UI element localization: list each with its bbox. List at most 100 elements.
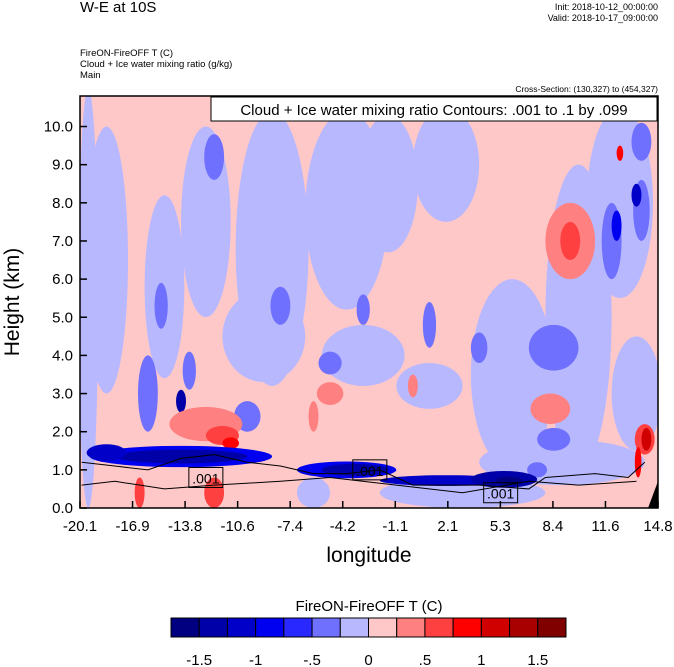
colorbar-box <box>255 617 285 638</box>
colorbar-box <box>170 617 200 638</box>
field-patch <box>611 210 622 241</box>
y-tick-label: 6.0 <box>52 271 73 288</box>
y-tick-label: 10.0 <box>44 119 73 136</box>
contour-label: .001 <box>356 463 383 479</box>
field-patch <box>470 332 488 364</box>
field-patch <box>316 382 344 405</box>
contour-label: .001 <box>487 486 514 502</box>
colorbar-label: -1.5 <box>186 652 212 667</box>
colorbar-label: -.5 <box>303 652 321 667</box>
plot-frame <box>79 95 659 509</box>
field-patch <box>407 374 418 398</box>
colorbar-box <box>509 617 539 638</box>
field-patch <box>321 324 405 386</box>
x-tick-label: 8.4 <box>542 518 563 535</box>
field-patch <box>222 290 306 383</box>
contour-label-box <box>188 466 224 488</box>
field-line-1: FireON-FireOFF T (C) <box>80 48 174 59</box>
field-patch <box>86 444 127 462</box>
contour-line <box>81 476 637 494</box>
contour-label-box <box>352 459 388 481</box>
colorbar-label: .5 <box>419 652 432 667</box>
field-patch <box>321 463 389 476</box>
field-patch <box>296 477 331 508</box>
x-tick-label: 14.8 <box>643 518 672 535</box>
x-tick-label: -10.6 <box>221 518 255 535</box>
field-patch <box>154 282 168 329</box>
field-patch <box>114 449 248 464</box>
x-tick-label: 5.3 <box>490 518 511 535</box>
field-patch <box>356 294 370 325</box>
field-patch <box>616 145 624 161</box>
colorbar: -1.5 -1 -.5 0 .5 1 1.5 <box>170 617 567 667</box>
field-patch <box>134 477 145 508</box>
field-patch <box>308 401 319 432</box>
x-tick-label: -13.8 <box>168 518 202 535</box>
y-tick-label: 2.0 <box>52 424 73 441</box>
field-patch <box>527 462 548 478</box>
field-patch <box>528 324 579 371</box>
valid-time: Valid: 2018-10-17_09:00:00 <box>547 13 658 23</box>
colorbar-label: 1 <box>477 652 485 667</box>
field-line-3: Main <box>80 70 101 81</box>
field-patch <box>641 427 652 451</box>
colorbar-box <box>368 617 398 638</box>
colorbar-box <box>339 617 369 638</box>
field-patch <box>530 393 571 425</box>
x-tick-label: -4.2 <box>330 518 356 535</box>
field-patch <box>222 437 239 449</box>
y-tick-label: 1.0 <box>52 462 73 479</box>
y-axis-label: Height (km) <box>1 248 24 357</box>
contour-line <box>81 454 646 490</box>
field-patch <box>631 183 642 207</box>
inset-title: Cloud + Ice water mixing ratio Contours:… <box>240 102 627 119</box>
cross-section-label: Cross-Section: (130,327) to (454,327) <box>515 84 658 94</box>
inset-title-frame <box>210 96 658 122</box>
field-patch <box>634 446 642 478</box>
colorbar-box <box>283 617 313 638</box>
colorbar-box <box>480 617 511 638</box>
y-tick-label: 0.0 <box>52 500 73 517</box>
colorbar-label: -1 <box>249 652 262 667</box>
field-patch <box>396 363 463 409</box>
colorbar-box <box>424 617 454 638</box>
y-tick-label: 4.0 <box>52 347 73 364</box>
init-valid-times: Init: 2018-10-12_00:00:00 Valid: 2018-10… <box>548 2 658 24</box>
field-patch <box>176 389 186 413</box>
field-patch <box>560 221 581 261</box>
field-line-2: Cloud + Ice water mixing ratio (g/kg) <box>80 59 233 70</box>
colorbar-box <box>198 617 228 638</box>
colorbar-box <box>311 617 341 638</box>
x-tick-label: -20.1 <box>63 518 97 535</box>
x-axis-label: longitude <box>326 544 411 567</box>
field-descriptions: FireON-FireOFF T (C) Cloud + Ice water m… <box>80 48 232 81</box>
temperature-field <box>80 96 658 508</box>
colorbar-box <box>452 617 482 638</box>
colorbar-title: FireON-FireOFF T (C) <box>296 598 443 615</box>
y-tick-label: 5.0 <box>52 309 73 326</box>
y-tick-label: 7.0 <box>52 233 73 250</box>
field-patch <box>318 351 342 375</box>
init-time: Init: 2018-10-12_00:00:00 <box>554 2 658 12</box>
colorbar-box <box>537 617 567 638</box>
x-tick-label: 2.1 <box>437 518 458 535</box>
x-tick-label: -7.4 <box>277 518 303 535</box>
field-patch <box>182 351 196 390</box>
terrain-fill <box>648 481 658 508</box>
colorbar-box <box>226 617 257 638</box>
y-tick-label: 9.0 <box>52 157 73 174</box>
colorbar-label: 0 <box>364 652 372 667</box>
y-tick-label: 8.0 <box>52 195 73 212</box>
colorbar-box <box>396 617 426 638</box>
x-tick-label: -1.1 <box>382 518 408 535</box>
field-patch <box>84 126 129 394</box>
colorbar-label: 1.5 <box>527 652 548 667</box>
field-patch <box>631 122 652 161</box>
field-patch <box>412 107 480 222</box>
chart-main-title: W-E at 10S <box>80 0 157 16</box>
x-tick-label: -16.9 <box>115 518 149 535</box>
field-patch <box>270 286 291 325</box>
field-patch <box>422 302 437 348</box>
